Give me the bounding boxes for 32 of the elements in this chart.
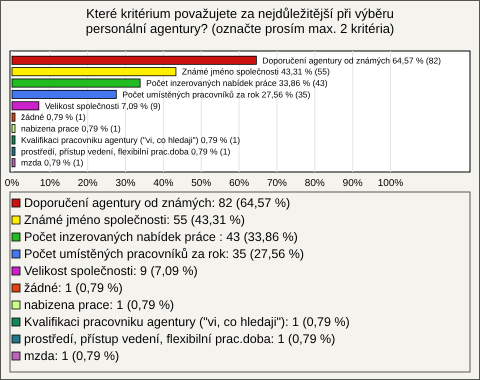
x-tick-label: 10% [40,178,60,189]
legend-label: Počet umístěných pracovníků za rok: 35 (27,56 %) [24,247,304,261]
legend-label: žádné: 1 (0,79 %) [24,281,123,295]
x-tick-label: 40% [153,178,174,189]
x-tick-label: 0% [4,178,20,189]
x-tick-label: 30% [116,178,136,189]
x-tick-label: 60% [229,178,250,189]
legend-label: Velikost společnosti: 9 (7,09 %) [24,264,198,278]
data-label: mzda 0,79 % (1) [20,158,84,168]
legend-label: prostředí, přístup vedení, flexibilní prac.doba: 1 (0,79 %) [24,332,336,346]
x-tick-label: 80% [304,178,325,189]
data-label: nabizena prace 0,79 % (1) [20,124,121,134]
legend-label: Známé jméno společnosti: 55 (43,31 %) [24,213,245,227]
legend-label: Doporučení agentury od známých: 82 (64,57 %) [24,196,290,210]
legend-label: Počet inzerovaných nabídek práce : 43 (33,86 %) [24,230,298,244]
data-label: prostředí, přístup vedení, flexibilní prac.doba 0,79 % (1) [20,146,230,156]
x-tick-label: 20% [78,178,98,189]
legend-label: Kvalifikaci pracovniku agentury ("vi, co hledaji"): 1 (0,79 %) [24,315,350,329]
chart-title: Které kritérium považujete za nejdůležitější při výběru personální agentury? (označte prosím max. 2 kritéria) [86,6,394,36]
data-label: Počet umístěných pracovníků za rok 27,56 % (35) [122,89,311,100]
data-label: Počet inzerovaných nabídek práce 33,86 % (43) [146,78,328,88]
data-label: Kvalifikaci pracovniku agentury ("vi, co hledaji") 0,79 % (1) [20,134,240,145]
legend-label: mzda: 1 (0,79 %) [24,349,120,363]
x-tick-label: 50% [191,178,212,189]
x-tick-label: 90% [342,178,363,189]
data-label: žádné 0,79 % (1) [20,112,86,122]
data-label: Doporučení agentury od známých 64,57 % (82) [262,55,442,66]
x-tick-label: 100% [378,178,404,189]
legend-label: nabizena prace: 1 (0,79 %) [24,298,174,312]
x-tick-label: 70% [266,178,288,189]
data-label: Známé jméno společnosti 43,31 % (55) [182,66,330,77]
data-label: Velikost společnosti 7,09 % (9) [44,100,161,111]
